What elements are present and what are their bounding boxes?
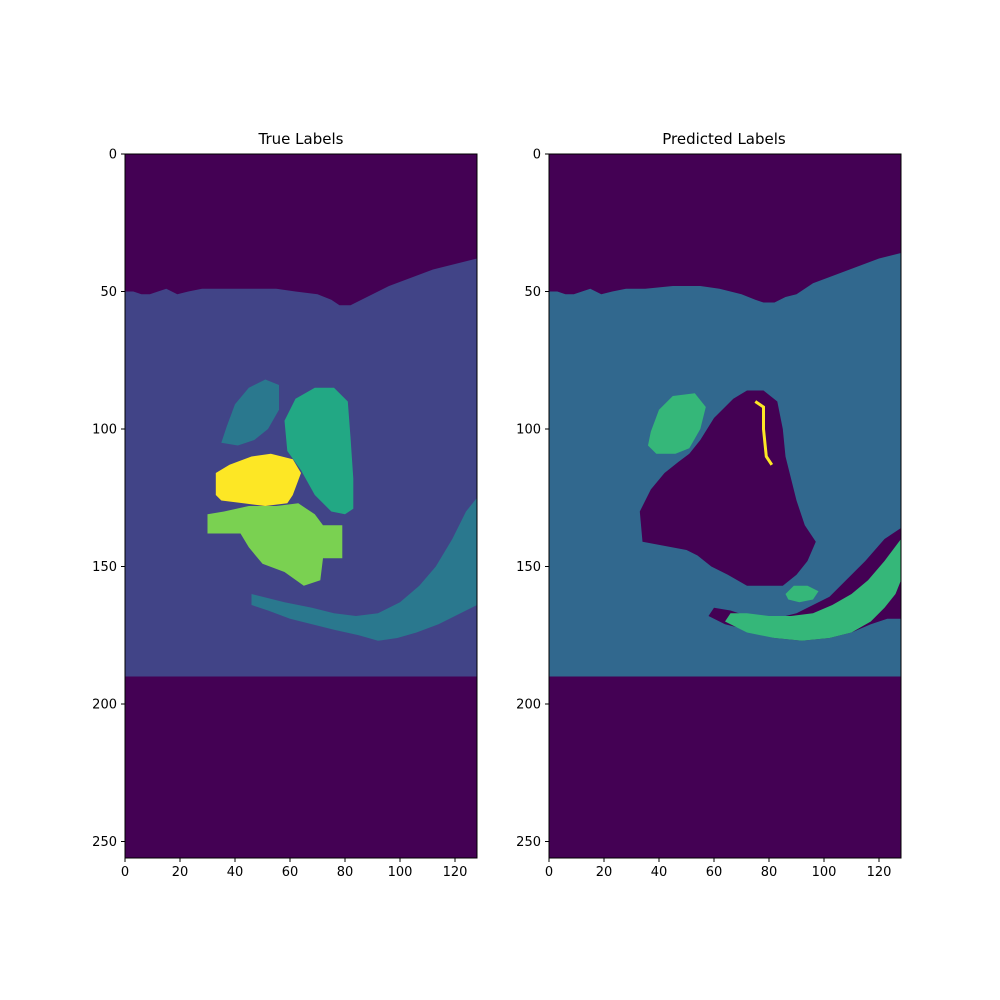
- y-tick-label: 150: [516, 560, 541, 575]
- y-tick-label: 250: [92, 835, 117, 850]
- x-tick-label: 60: [706, 865, 723, 880]
- label-region-region_a: [251, 497, 477, 641]
- x-tick-label: 120: [443, 865, 468, 880]
- x-tick-label: 100: [388, 865, 413, 880]
- panel-title: Predicted Labels: [662, 130, 786, 148]
- x-tick-label: 60: [282, 865, 299, 880]
- label-region-region_b: [725, 539, 901, 641]
- x-tick-label: 20: [596, 865, 613, 880]
- y-tick-label: 0: [109, 148, 117, 163]
- label-region-region_b: [648, 393, 706, 454]
- x-tick-label: 20: [172, 865, 189, 880]
- x-tick-label: 40: [651, 865, 668, 880]
- image-area: [125, 154, 477, 858]
- x-tick-label: 0: [545, 865, 553, 880]
- y-tick-label: 100: [92, 423, 117, 438]
- x-tick-label: 0: [121, 865, 129, 880]
- y-tick-label: 0: [533, 148, 541, 163]
- y-tick-label: 150: [92, 560, 117, 575]
- image-area: [549, 154, 901, 858]
- x-tick-label: 100: [812, 865, 837, 880]
- x-tick-label: 80: [337, 865, 354, 880]
- x-tick-label: 80: [761, 865, 778, 880]
- axes-frame: [124, 153, 478, 859]
- panel-title: True Labels: [258, 130, 344, 148]
- y-tick-label: 200: [92, 698, 117, 713]
- y-tick-label: 100: [516, 423, 541, 438]
- label-region-region_a: [221, 379, 279, 446]
- panel-predicted-labels: Predicted Labels 0 20 40 60 80 100 120 0 50 100 15…: [516, 130, 902, 880]
- label-region-background: [639, 390, 816, 586]
- panel-true-labels: True Labels 0 20 40 60 80 100 120 0 50 100 150 200 2…: [92, 130, 478, 880]
- y-tick-label: 200: [516, 698, 541, 713]
- y-tick-label: 50: [100, 285, 117, 300]
- label-region-region_d: [754, 400, 774, 466]
- axes-frame: [548, 153, 902, 859]
- label-region-region_d: [215, 453, 301, 506]
- y-tick-label: 250: [516, 835, 541, 850]
- label-region-region_b: [785, 585, 819, 603]
- x-tick-label: 40: [227, 865, 244, 880]
- label-region-region_b: [284, 387, 354, 515]
- label-region-region_c: [207, 503, 343, 586]
- y-tick-label: 50: [524, 285, 541, 300]
- x-tick-label: 120: [867, 865, 892, 880]
